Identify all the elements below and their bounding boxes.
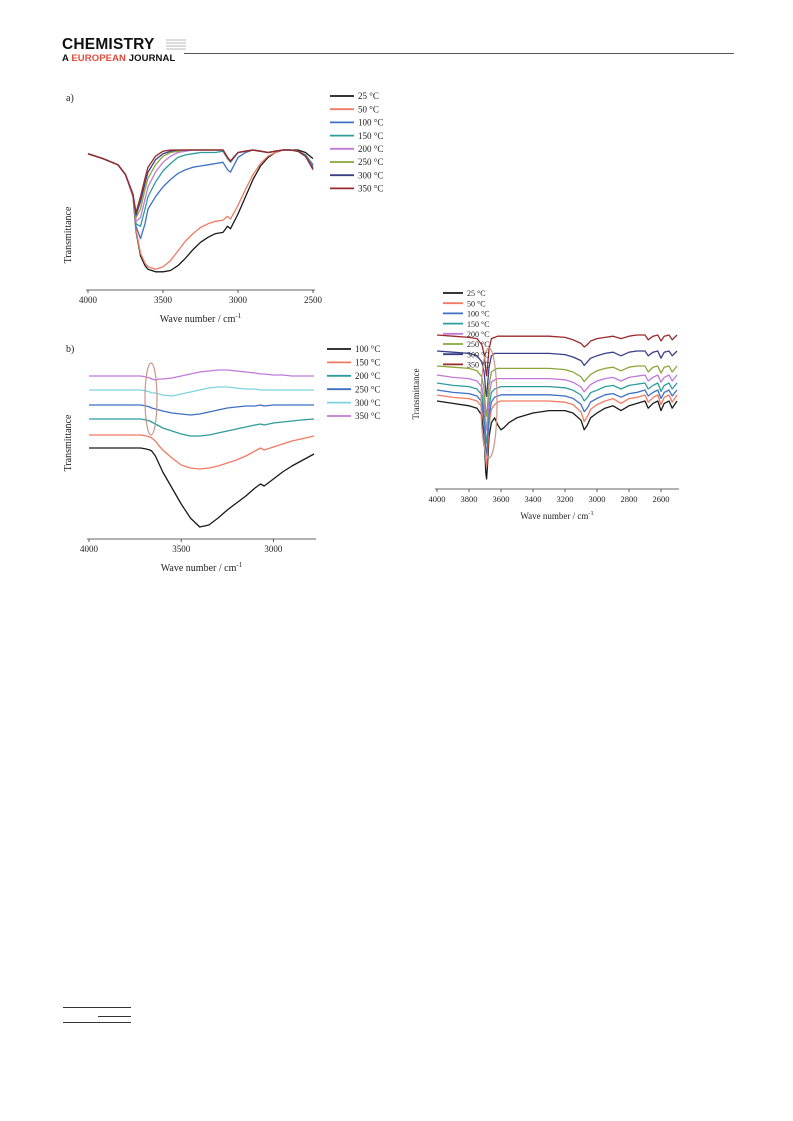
x-tick-label: 2800 <box>621 494 638 504</box>
series-line-8 <box>436 334 678 377</box>
y-axis-label: Transmittance <box>411 368 421 419</box>
series-line-3 <box>436 389 678 457</box>
journal-subtitle: A EUROPEAN JOURNAL <box>62 53 175 64</box>
figure-panel-a: 4000 3500 3000 2500 Wave number / cm-1 Transm… <box>63 91 383 325</box>
x-axis-label: Wave number / cm-1 <box>161 561 243 574</box>
journal-header: CHEMISTRY A EUROPEAN JOURNAL <box>62 36 734 66</box>
subtitle-suffix: JOURNAL <box>126 53 176 64</box>
highlight-ellipse <box>480 347 498 459</box>
series-line-2 <box>89 434 315 470</box>
legend-label: 350 °C <box>358 184 383 194</box>
legend-label: 100 °C <box>467 310 490 319</box>
legend-label: 200 °C <box>467 330 490 339</box>
x-tick-label: 4000 <box>429 494 446 504</box>
legend-label: 250 °C <box>467 340 490 349</box>
x-tick-label: 4000 <box>80 544 99 554</box>
journal-name: CHEMISTRY <box>62 36 155 53</box>
x-axis-label-text: Wave number / cm <box>160 314 236 325</box>
series-line-2 <box>87 149 314 270</box>
header-rule <box>184 53 734 54</box>
x-tick-label: 2600 <box>653 494 670 504</box>
legend-label: 25 °C <box>358 91 379 101</box>
x-tick-label: 3000 <box>264 544 283 554</box>
series-line-4 <box>87 149 314 227</box>
x-tick-label: 3500 <box>154 295 173 305</box>
legend-label: 150 °C <box>355 358 380 368</box>
series-line-8 <box>87 149 314 214</box>
legend-label: 350 °C <box>355 411 380 421</box>
series-line-1 <box>87 149 314 273</box>
figure-panel-c: 4000 3800 3600 3400 3200 3000 2800 2600 Wave num… <box>411 289 679 521</box>
y-axis-label: Transmittance <box>63 414 74 471</box>
legend-label: 300 °C <box>358 170 383 180</box>
x-tick-label: 3600 <box>493 494 510 504</box>
x-tick-label: 3000 <box>229 295 248 305</box>
legend-label: 50 °C <box>358 104 379 114</box>
legend-label: 50 °C <box>467 299 486 308</box>
x-tick-label: 3000 <box>589 494 606 504</box>
series-line-1 <box>436 400 678 480</box>
footnote-rule-3 <box>63 1022 131 1023</box>
legend-label: 200 °C <box>355 371 380 381</box>
legend-label: 100 °C <box>358 118 383 128</box>
series-line-4 <box>89 404 314 416</box>
series-line-3 <box>87 149 314 240</box>
x-axis-label-sup: -1 <box>236 561 242 569</box>
x-axis-label: Wave number / cm-1 <box>520 510 593 521</box>
x-tick-label: 2500 <box>304 295 323 305</box>
series-line-7 <box>436 350 678 398</box>
x-tick-label: 3400 <box>525 494 542 504</box>
series-line-3 <box>89 418 315 437</box>
x-tick-label: 3500 <box>172 544 191 554</box>
x-axis-label: Wave number / cm-1 <box>160 312 242 325</box>
series-line-5 <box>87 149 314 222</box>
series-line-6 <box>436 365 678 418</box>
series-line-5 <box>436 374 678 431</box>
legend-label: 100 °C <box>355 344 380 354</box>
x-axis-label-text: Wave number / cm <box>161 563 237 574</box>
x-tick-label: 3200 <box>557 494 574 504</box>
series-line-1 <box>89 447 315 528</box>
legend-label: 250 °C <box>358 157 383 167</box>
y-axis-label: Transmittance <box>63 206 74 263</box>
x-axis-label-text: Wave number / cm <box>520 511 588 521</box>
figure-panel-b: 4000 3500 3000 Wave number / cm-1 Transmitta… <box>63 344 380 574</box>
series-line-6 <box>89 369 314 381</box>
panel-label: b) <box>66 344 74 355</box>
subtitle-prefix: A <box>62 53 72 64</box>
series-line-5 <box>89 386 314 397</box>
x-tick-label: 3800 <box>461 494 478 504</box>
legend-label: 300 °C <box>467 350 490 359</box>
x-axis-label-sup: -1 <box>588 510 593 517</box>
series-line-2 <box>436 394 678 468</box>
legend-label: 300 °C <box>355 398 380 408</box>
panel-label: a) <box>66 93 74 104</box>
x-tick-label: 4000 <box>79 295 98 305</box>
footnote-rule-1 <box>63 1007 131 1008</box>
highlight-ellipse <box>144 362 158 436</box>
footnote-rule-2 <box>98 1016 131 1017</box>
legend-label: 25 °C <box>467 289 486 298</box>
legend-label: 150 °C <box>467 320 490 329</box>
series-line-7 <box>87 149 314 216</box>
legend-label: 350 °C <box>467 361 490 370</box>
subtitle-highlight: EUROPEAN <box>71 53 127 64</box>
journal-logo-lines <box>166 39 186 50</box>
series-line-6 <box>87 149 314 219</box>
series-line-4 <box>436 382 678 444</box>
x-axis-label-sup: -1 <box>235 312 241 320</box>
legend-label: 200 °C <box>358 144 383 154</box>
legend-label: 150 °C <box>358 131 383 141</box>
legend-label: 250 °C <box>355 384 380 394</box>
